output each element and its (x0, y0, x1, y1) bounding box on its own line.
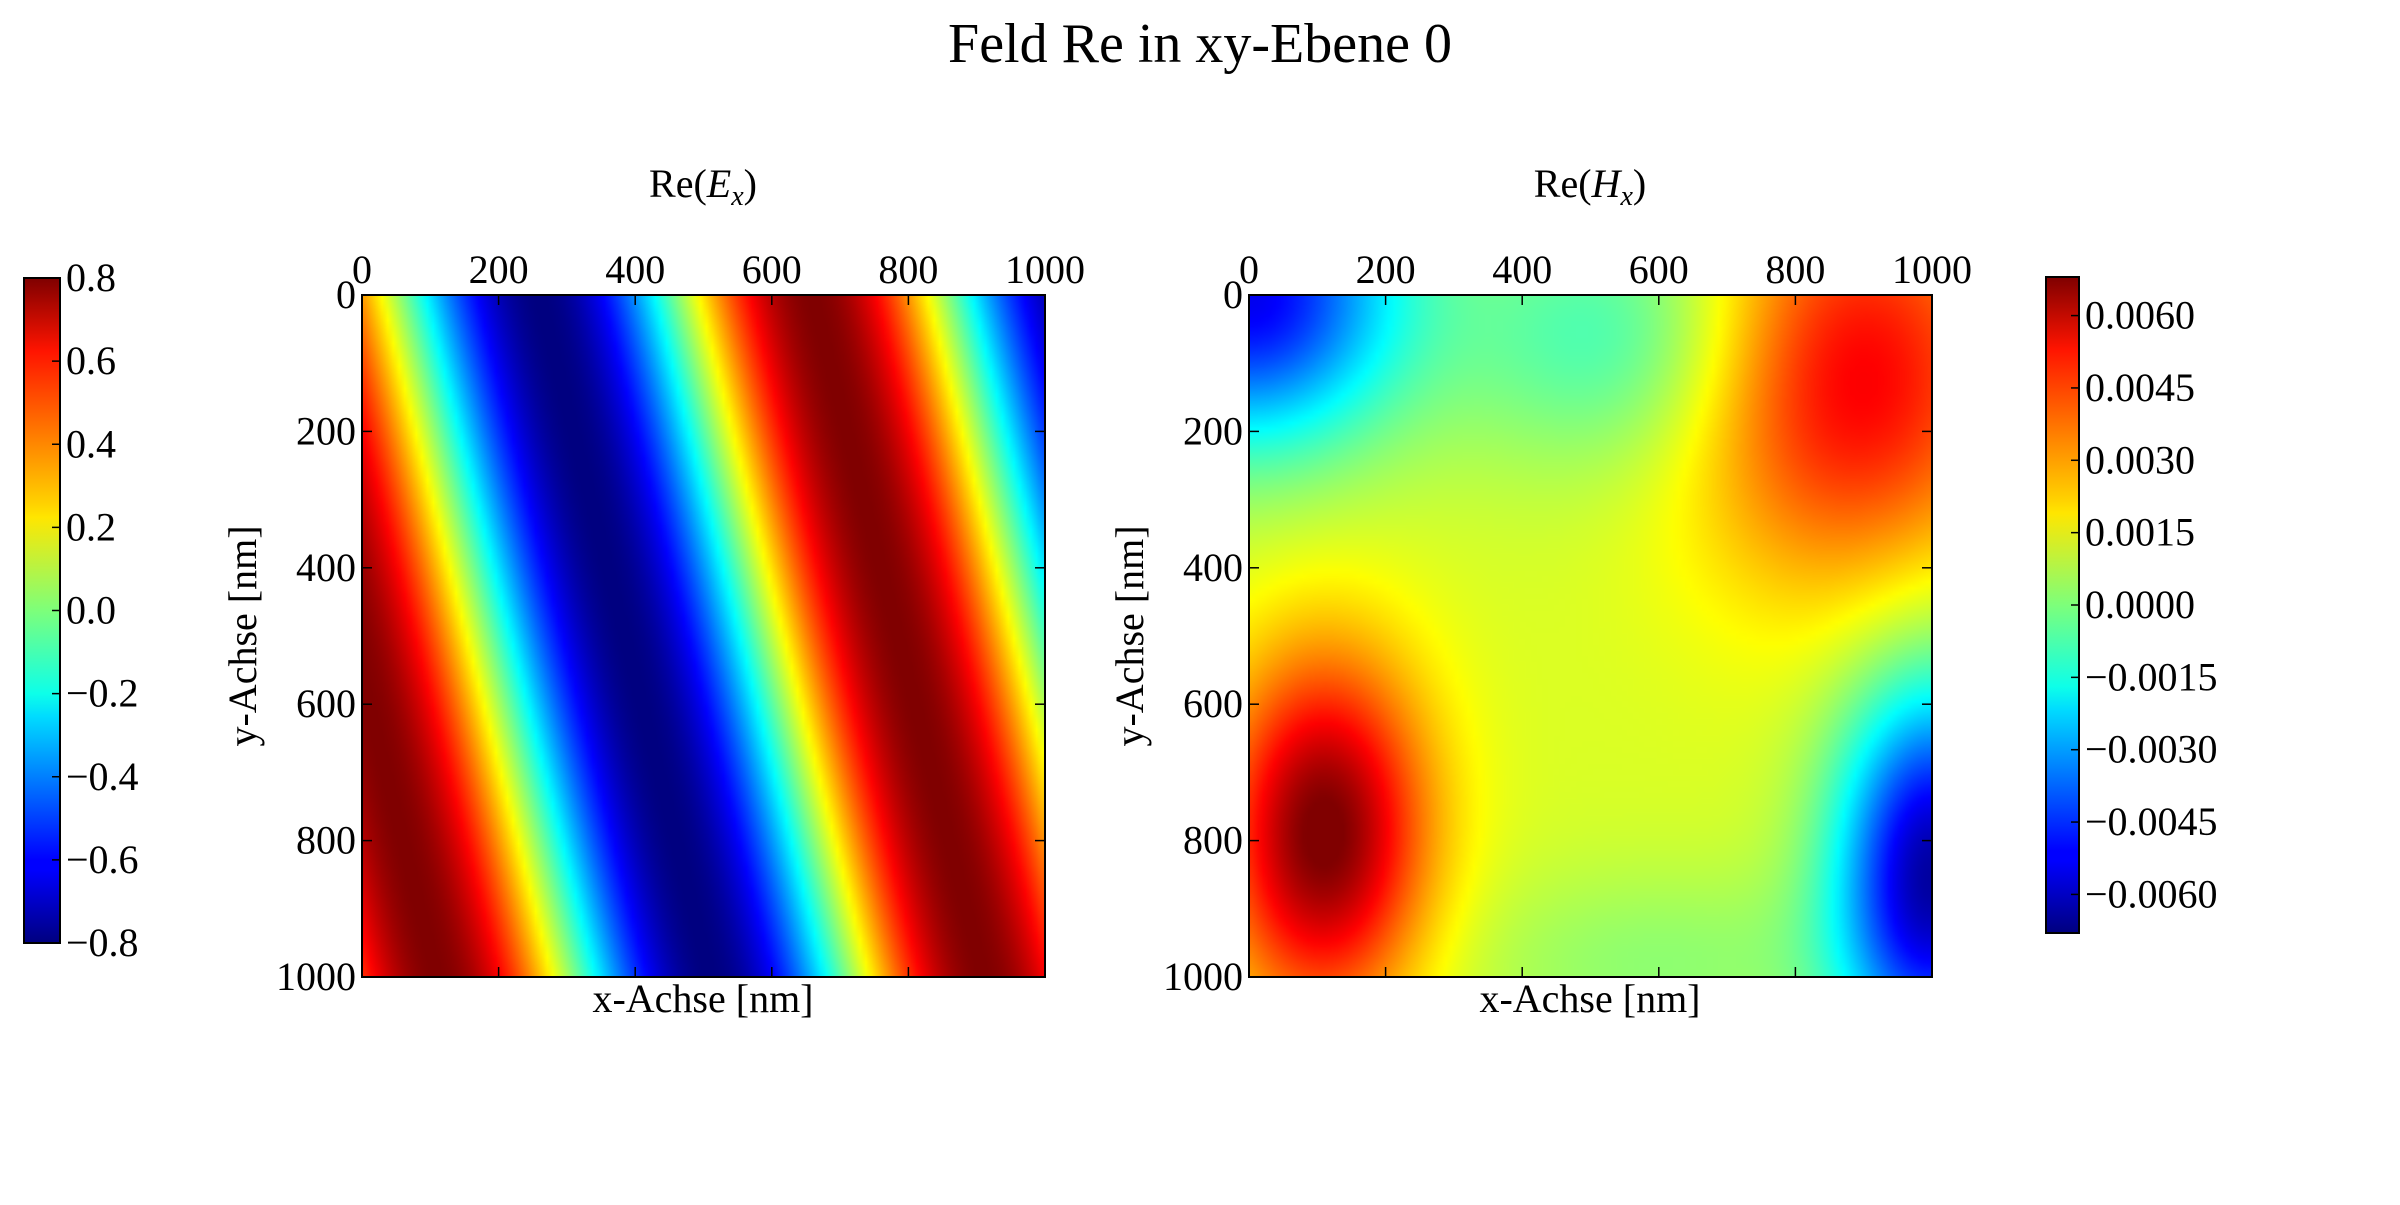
plot-frame-hx (1248, 294, 1933, 978)
ylabel-hx: y-Achse [nm] (1107, 525, 1152, 746)
y-tick-label: 200 (296, 408, 356, 453)
colorbar-ex: 0.8 0.6 0.4 0.2 0.0 −0.2 −0.4 −0.6 −0.8 (23, 255, 139, 965)
colorbar-tick-label: −0.0030 (2085, 727, 2218, 772)
heatmap-hx (1249, 295, 1932, 977)
xlabel-ex: x-Achse [nm] (592, 976, 813, 1021)
x-tick-label: 600 (742, 247, 802, 292)
y-tick-label: 1000 (276, 954, 356, 999)
axes-ex: 0 200 400 600 800 1000 0 200 400 600 800 1000 (276, 247, 1085, 999)
x-tick-label: 200 (469, 247, 529, 292)
x-tick-label: 400 (605, 247, 665, 292)
x-tick-label: 600 (1629, 247, 1689, 292)
xlabel-hx: x-Achse [nm] (1479, 976, 1700, 1021)
colorbar-tick-label: 0.0 (66, 588, 116, 633)
x-tick-label: 200 (1356, 247, 1416, 292)
y-tick-label: 600 (296, 681, 356, 726)
colorbar-ex-ticks: 0.8 0.6 0.4 0.2 0.0 −0.2 −0.4 −0.6 −0.8 (52, 255, 139, 965)
x-tick-label: 0 (1239, 247, 1259, 292)
y-tick-label: 800 (296, 818, 356, 863)
colorbar-tick-label: −0.0015 (2085, 654, 2218, 699)
y-tick-label: 200 (1183, 408, 1243, 453)
x-tick-label: 400 (1492, 247, 1552, 292)
panel-hx: Re(Hx) 0 200 400 600 800 1000 0 200 400 600 800 100… (1107, 161, 1972, 1021)
x-tick-label: 0 (352, 247, 372, 292)
panel-ex: Re(Ex) 0 200 400 600 800 1000 0 200 400 600 800 100… (220, 161, 1085, 1021)
colorbar-tick-label: 0.2 (66, 504, 116, 549)
colorbar-tick-label: −0.0045 (2085, 799, 2218, 844)
colorbar-tick-label: −0.4 (66, 754, 139, 799)
y-tick-label: 0 (1223, 272, 1243, 317)
panel-hx-title: Re(Hx) (1534, 161, 1646, 212)
colorbar-tick-label: 0.0000 (2085, 582, 2195, 627)
colorbar-tick-label: 0.0030 (2085, 437, 2195, 482)
colorbar-tick-label: −0.2 (66, 671, 139, 716)
colorbar-tick-label: 0.0060 (2085, 293, 2195, 338)
colorbar-tick-label: 0.6 (66, 338, 116, 383)
x-tick-label: 800 (878, 247, 938, 292)
y-tick-label: 400 (1183, 545, 1243, 590)
colorbar-tick-label: 0.0045 (2085, 365, 2195, 410)
heatmap-ex (362, 295, 1045, 977)
y-tick-label: 1000 (1163, 954, 1243, 999)
x-tick-label: 1000 (1005, 247, 1085, 292)
y-tick-label: 800 (1183, 818, 1243, 863)
axes-hx: 0 200 400 600 800 1000 0 200 400 600 800 1000 (1163, 247, 1972, 999)
colorbar-hx: 0.0060 0.0045 0.0030 0.0015 0.0000 −0.0015 −0.… (2045, 276, 2218, 934)
colorbar-hx-ticks: 0.0060 0.0045 0.0030 0.0015 0.0000 −0.0015 −0.… (2071, 293, 2218, 916)
figure-title: Feld Re in xy-Ebene 0 (948, 13, 1452, 75)
y-tick-label: 600 (1183, 681, 1243, 726)
y-tick-label: 400 (296, 545, 356, 590)
colorbar-tick-label: 0.0015 (2085, 510, 2195, 555)
ylabel-ex: y-Achse [nm] (220, 525, 265, 746)
colorbar-tick-label: −0.0060 (2085, 871, 2218, 916)
x-tick-label: 800 (1765, 247, 1825, 292)
y-tick-label: 0 (336, 272, 356, 317)
x-tick-label: 1000 (1892, 247, 1972, 292)
colorbar-tick-label: 0.8 (66, 255, 116, 300)
panel-ex-title: Re(Ex) (649, 161, 757, 212)
colorbar-tick-label: −0.6 (66, 837, 139, 882)
colorbar-tick-label: 0.4 (66, 421, 116, 466)
plot-frame-ex (361, 294, 1046, 978)
colorbar-tick-label: −0.8 (66, 920, 139, 965)
